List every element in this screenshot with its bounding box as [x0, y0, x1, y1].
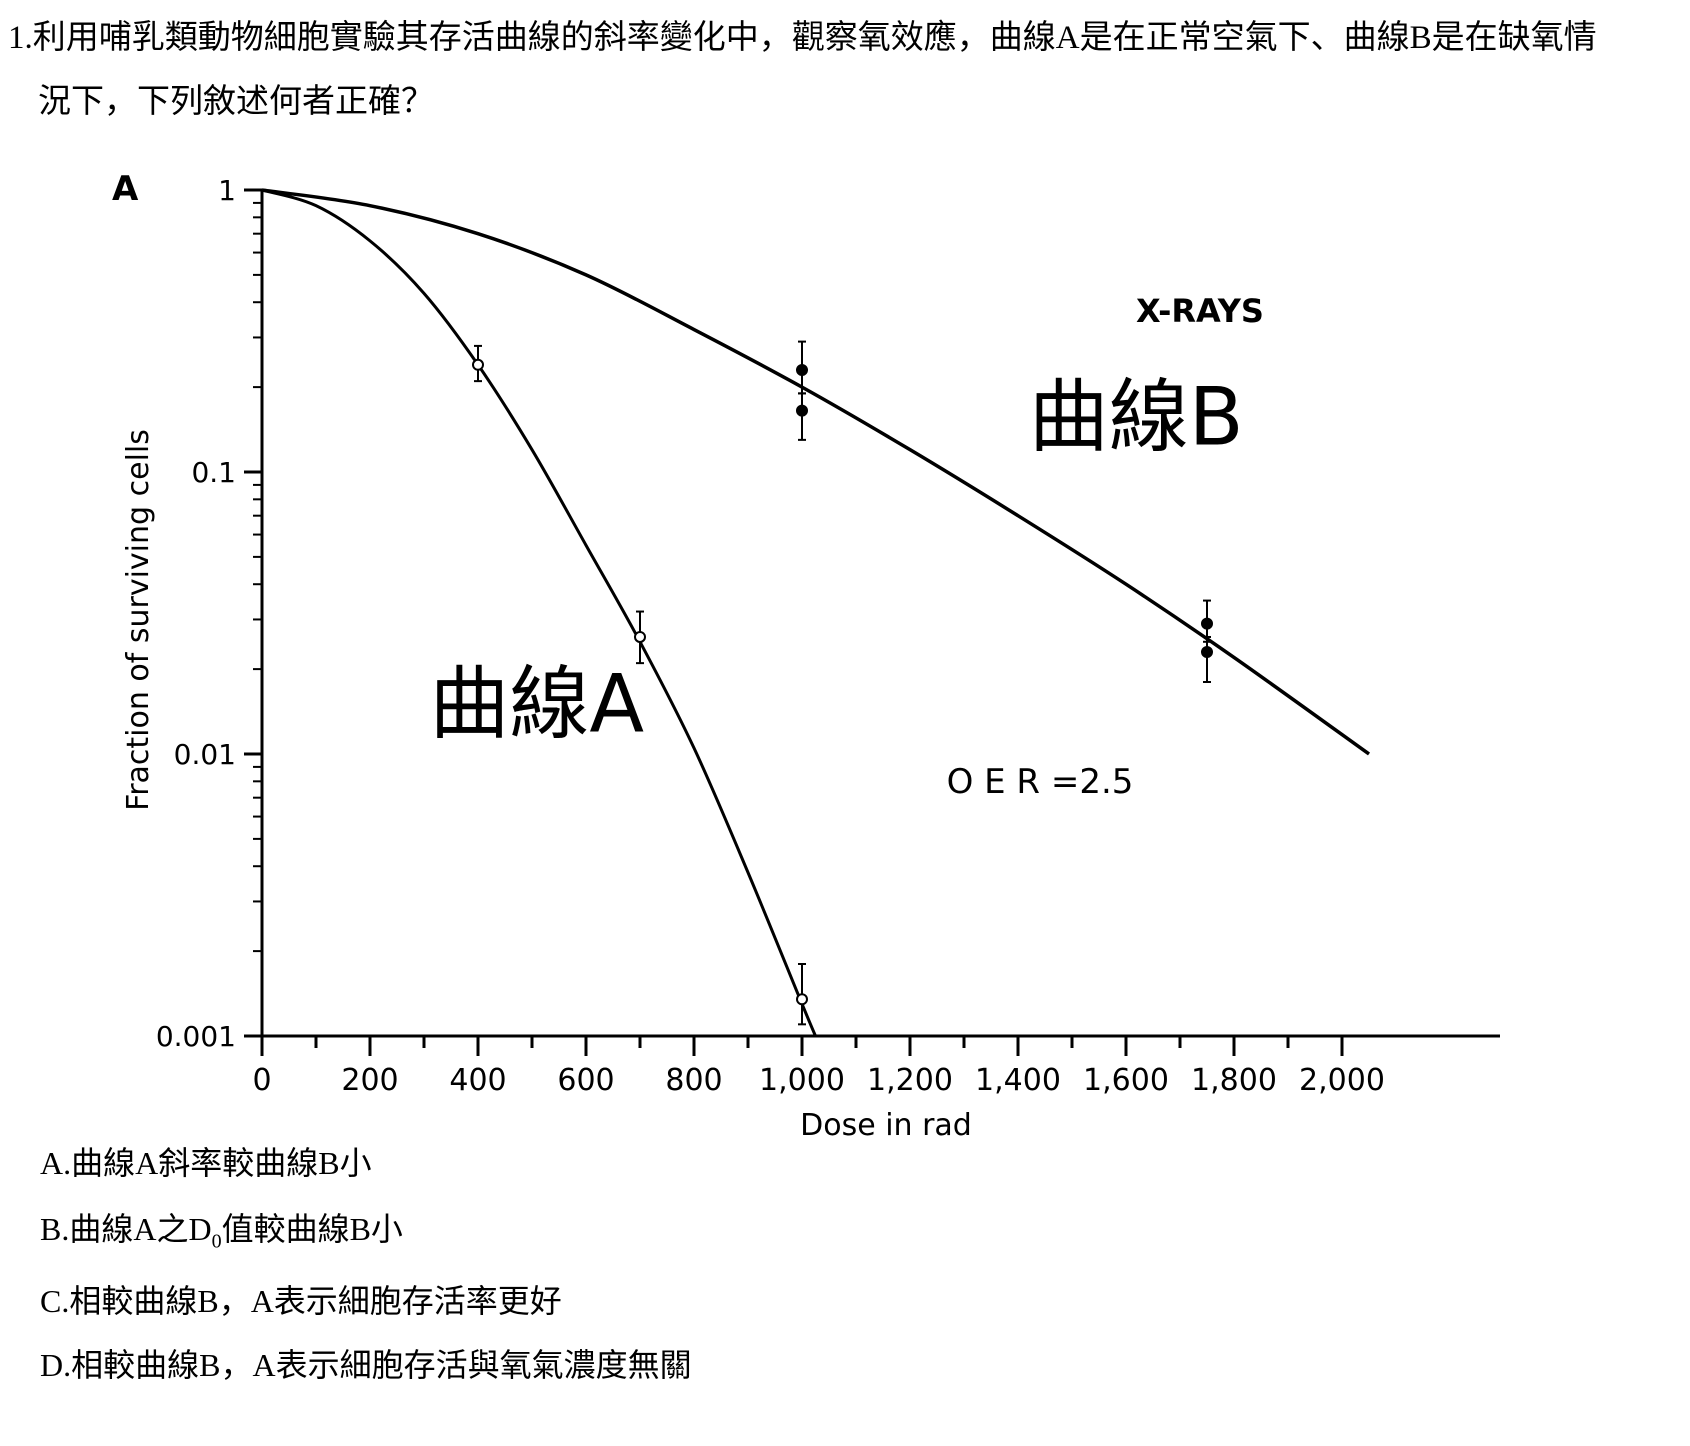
option-b-prefix: B.曲線A之D	[40, 1211, 212, 1247]
y-axis-label: Fraction of surviving cells	[121, 429, 156, 811]
option-c[interactable]: C.相較曲線B，A表示細胞存活率更好	[40, 1283, 562, 1319]
data-point-a	[796, 993, 808, 1006]
oer-annotation: O E R =2.5	[947, 762, 1134, 802]
data-point-a	[472, 358, 484, 371]
curve-a-line	[261, 188, 817, 1037]
y-ticks: 1 0.1 0.01 0.001	[156, 174, 262, 1053]
question-text-1: 利用哺乳類動物細胞實驗其存活曲線的斜率變化中，觀察氧效應，曲線A是在正常空氣下、…	[32, 20, 1597, 56]
x-tick-label: 1,800	[1191, 1063, 1277, 1098]
x-tick-label: 600	[557, 1063, 614, 1098]
x-tick-label: 800	[665, 1063, 722, 1098]
y-tick-label: 0.001	[156, 1020, 236, 1053]
curve-b-line	[261, 188, 1371, 756]
option-b-suffix: 值較曲線B小	[221, 1211, 403, 1247]
x-tick-label: 200	[341, 1063, 398, 1098]
x-axis-label: Dose in rad	[800, 1108, 972, 1143]
x-tick-label: 1,400	[975, 1063, 1061, 1098]
x-tick-label: 400	[449, 1063, 506, 1098]
radiation-annotation: X-RAYS	[1136, 292, 1264, 330]
x-tick-label: 1,600	[1083, 1063, 1169, 1098]
data-point-b	[1201, 645, 1213, 658]
question-line-1: 1.利用哺乳類動物細胞實驗其存活曲線的斜率變化中，觀察氧效應，曲線A是在正常空氣…	[8, 6, 1678, 70]
y-tick-label: 0.1	[191, 456, 236, 489]
x-tick-label: 1,200	[867, 1063, 953, 1098]
option-b-subscript: 0	[211, 1230, 222, 1253]
curves	[261, 188, 1371, 1037]
y-tick-label: 0.01	[174, 738, 236, 771]
x-tick-label: 1,000	[759, 1063, 845, 1098]
option-d[interactable]: D.相較曲線B，A表示細胞存活與氧氣濃度無關	[40, 1347, 692, 1383]
data-point-b	[796, 363, 808, 376]
survival-chart: A 1 0.1 0.01 0.001 0 200 400 600 800 1,000 1,200 1…	[112, 169, 1500, 1143]
question-line-2: 況下，下列敘述何者正確？	[38, 84, 434, 120]
question-number: 1.	[8, 20, 33, 56]
data-point-b	[1201, 617, 1213, 630]
question: 1.利用哺乳類動物細胞實驗其存活曲線的斜率變化中，觀察氧效應，曲線A是在正常空氣…	[8, 6, 1678, 134]
x-tick-label: 2,000	[1299, 1063, 1385, 1098]
curve-label: 曲線B	[1029, 371, 1244, 464]
curve-labels: 曲線A 曲線B	[429, 371, 1243, 751]
data-point-a	[634, 630, 646, 643]
option-b[interactable]: B.曲線A之D0值較曲線B小	[40, 1204, 403, 1253]
data-point-b	[796, 404, 808, 417]
data-points	[472, 340, 1213, 1026]
y-tick-label: 1	[218, 174, 236, 207]
x-ticks: 0 200 400 600 800 1,000 1,200 1,400 1,600 1,800 2,…	[252, 1036, 1385, 1098]
panel-label: A	[112, 169, 139, 209]
x-tick-label: 0	[252, 1063, 271, 1098]
curve-label: 曲線A	[429, 658, 644, 751]
option-a[interactable]: A.曲線A斜率較曲線B小	[40, 1145, 372, 1181]
